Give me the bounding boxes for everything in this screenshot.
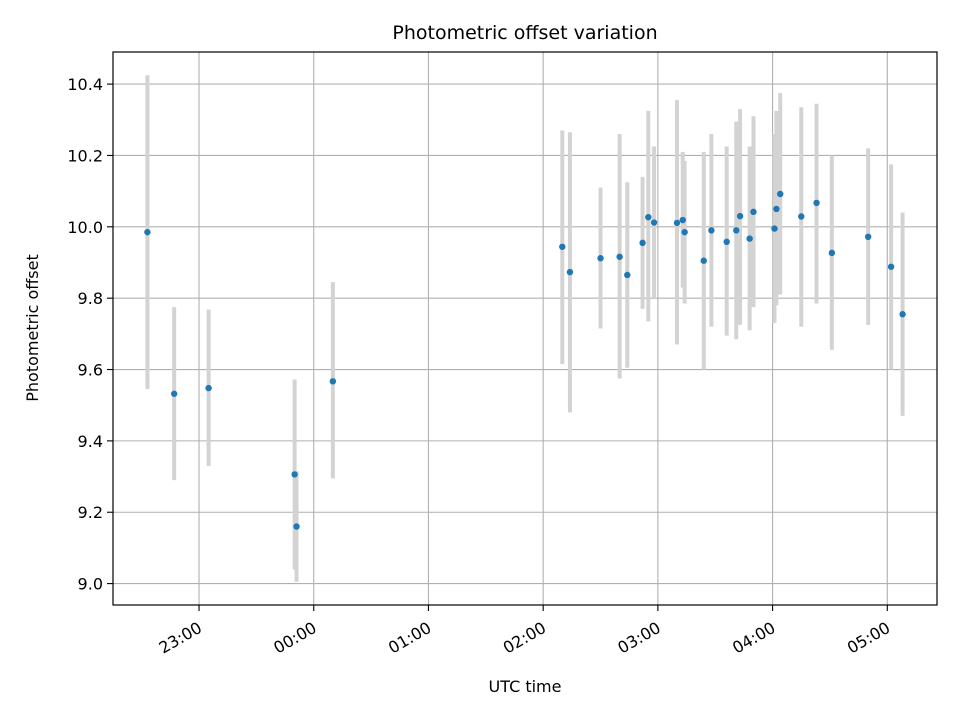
data-point bbox=[813, 199, 820, 207]
data-point bbox=[291, 471, 298, 478]
data-point bbox=[566, 268, 574, 276]
data-point bbox=[650, 219, 658, 226]
y-axis-ticks: 9.0 9.2 9.4 9.6 9.8 10.0 10.2 10.4 bbox=[67, 75, 113, 594]
x-tick-label: 03:00 bbox=[614, 618, 663, 658]
data-point bbox=[645, 213, 652, 221]
data-point bbox=[700, 257, 707, 264]
data-point bbox=[750, 208, 757, 216]
data-point bbox=[864, 233, 872, 241]
x-tick-label: 02:00 bbox=[500, 618, 549, 658]
data-point bbox=[771, 225, 778, 232]
data-point bbox=[205, 384, 212, 392]
data-point bbox=[773, 205, 780, 213]
data-point bbox=[597, 255, 604, 262]
x-axis-ticks: 23:00 00:00 01:00 02:00 03:00 04:00 05:00 bbox=[156, 605, 893, 658]
y-tick-label: 9.6 bbox=[78, 361, 103, 380]
y-tick-label: 9.2 bbox=[78, 503, 103, 522]
data-point bbox=[170, 390, 178, 397]
y-tick-label: 9.8 bbox=[78, 289, 103, 308]
data-point bbox=[746, 235, 753, 242]
data-point bbox=[616, 253, 623, 260]
data-point bbox=[559, 243, 566, 250]
data-point bbox=[681, 228, 688, 236]
data-point bbox=[887, 263, 895, 270]
data-point bbox=[723, 238, 730, 246]
y-tick-label: 10.2 bbox=[67, 146, 103, 165]
x-tick-label: 00:00 bbox=[270, 618, 319, 658]
grid-lines bbox=[113, 52, 937, 605]
data-point bbox=[733, 227, 740, 234]
x-axis-title: UTC time bbox=[489, 677, 562, 696]
data-point bbox=[736, 212, 744, 220]
x-tick-label: 04:00 bbox=[729, 618, 778, 658]
data-point bbox=[329, 378, 337, 385]
data-point bbox=[624, 271, 631, 279]
data-point bbox=[679, 216, 686, 224]
y-tick-label: 10.0 bbox=[67, 218, 103, 237]
data-point bbox=[293, 523, 300, 530]
x-tick-label: 05:00 bbox=[844, 618, 893, 658]
y-axis-title: Photometric offset bbox=[23, 254, 42, 402]
data-point bbox=[673, 219, 681, 227]
data-point bbox=[828, 249, 836, 257]
data-point bbox=[639, 239, 646, 247]
data-point bbox=[144, 228, 151, 236]
data-points bbox=[144, 190, 906, 530]
x-tick-label: 23:00 bbox=[156, 618, 205, 658]
plot-frame bbox=[112, 51, 938, 606]
y-tick-label: 10.4 bbox=[67, 75, 103, 94]
data-point bbox=[777, 190, 784, 198]
y-tick-label: 9.0 bbox=[78, 575, 103, 594]
data-point bbox=[798, 213, 805, 220]
chart-title: Photometric offset variation bbox=[392, 22, 657, 44]
x-tick-label: 01:00 bbox=[385, 618, 434, 658]
error-bars bbox=[145, 75, 905, 582]
y-tick-label: 9.4 bbox=[78, 432, 103, 451]
data-point bbox=[708, 227, 715, 234]
data-point bbox=[899, 311, 906, 318]
